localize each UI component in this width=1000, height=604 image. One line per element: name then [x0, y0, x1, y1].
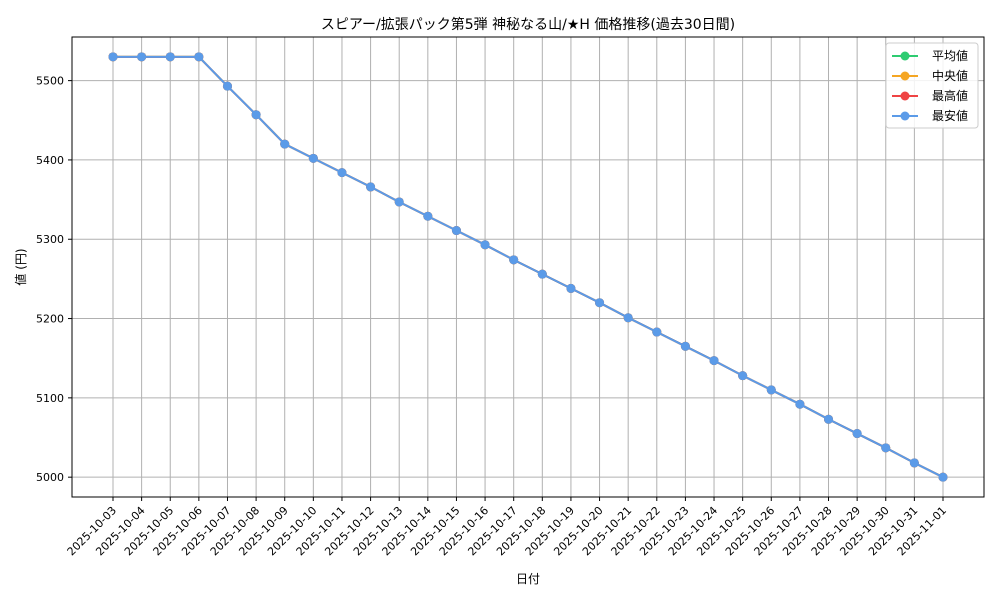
legend-label: 最安値: [932, 108, 968, 123]
plot-frame: [71, 36, 985, 498]
data-point: [909, 458, 919, 468]
data-point: [137, 52, 147, 62]
legend-item: 平均値: [892, 48, 968, 63]
legend-marker: [900, 111, 910, 121]
series-line: [113, 55, 944, 479]
data-point: [366, 182, 376, 192]
legend-item: 最安値: [892, 108, 968, 123]
data-point: [709, 356, 719, 366]
legend-marker: [900, 51, 910, 61]
x-axis-ticks: 2025-10-032025-10-042025-10-052025-10-06…: [65, 497, 949, 558]
data-point: [881, 443, 891, 453]
data-point: [251, 110, 261, 120]
data-point: [509, 255, 519, 265]
data-point: [938, 472, 948, 482]
y-tick-label: 5300: [36, 233, 64, 246]
data-point: [566, 283, 576, 293]
legend-item: 最高値: [892, 88, 968, 103]
data-point: [451, 226, 461, 236]
legend-box: [885, 42, 979, 129]
data-point: [595, 298, 605, 308]
legend-label: 中央値: [932, 68, 968, 83]
legend-label: 最高値: [932, 88, 968, 103]
x-axis-label: 日付: [516, 572, 540, 586]
y-axis-label: 値 (円): [13, 248, 28, 285]
data-point: [165, 52, 175, 62]
data-point: [824, 414, 834, 424]
y-tick-label: 5100: [36, 392, 64, 405]
legend-label: 平均値: [932, 48, 968, 63]
data-point: [623, 313, 633, 323]
y-tick-label: 5400: [36, 154, 64, 167]
data-point: [537, 269, 547, 279]
data-point: [194, 52, 204, 62]
series-4: [108, 52, 948, 482]
data-point: [337, 168, 347, 178]
legend-marker: [900, 71, 910, 81]
data-point: [108, 52, 118, 62]
data-point: [652, 327, 662, 337]
data-point: [795, 399, 805, 409]
data-point: [308, 153, 318, 163]
data-point: [222, 81, 232, 91]
data-point: [680, 341, 690, 351]
data-point: [394, 197, 404, 207]
legend-item: 中央値: [892, 68, 968, 83]
y-tick-label: 5000: [36, 471, 64, 484]
data-point: [852, 429, 862, 439]
data-point: [423, 211, 433, 221]
y-tick-label: 5200: [36, 313, 64, 326]
data-point: [280, 139, 290, 149]
series-layer: [108, 52, 948, 482]
chart-title: スピアー/拡張パック第5弾 神秘なる山/★H 価格推移(過去30日間): [321, 16, 735, 33]
legend-marker: [900, 91, 910, 101]
y-axis-ticks: 5000 5100 5200 5300 5400 5500: [36, 75, 72, 484]
y-tick-label: 5500: [36, 75, 64, 88]
data-point: [738, 371, 748, 381]
data-point: [480, 240, 490, 250]
data-point: [766, 385, 776, 395]
